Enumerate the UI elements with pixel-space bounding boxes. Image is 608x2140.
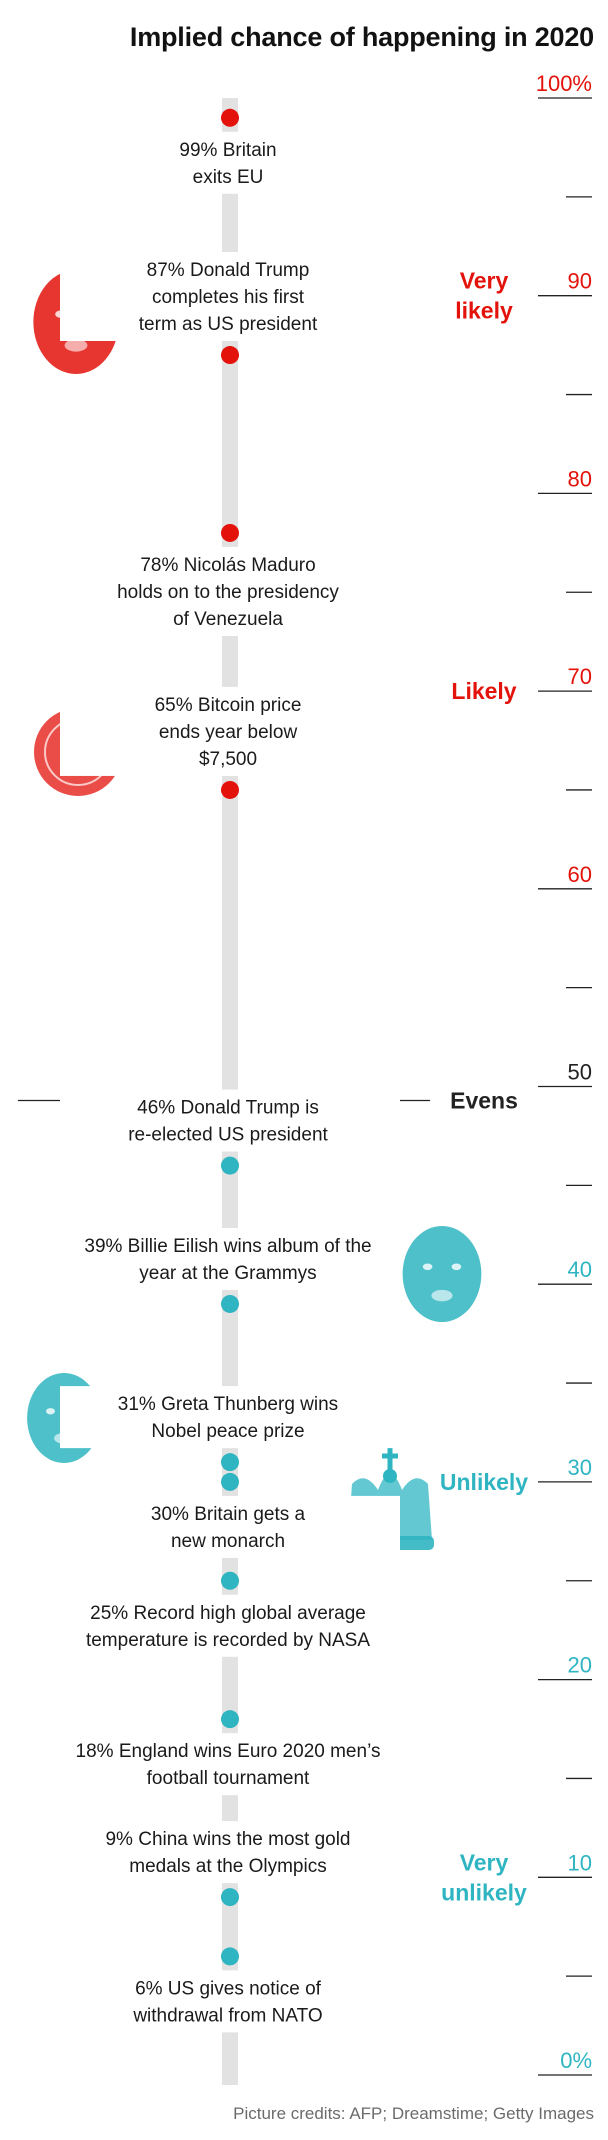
label-background (60, 1594, 400, 1657)
tick-label: 0% (560, 2048, 592, 2073)
event-label: 65% Bitcoin price (155, 695, 302, 716)
tick-label: 30 (568, 1455, 592, 1480)
tick-label: 40 (568, 1257, 592, 1282)
photo-eye (422, 1263, 433, 1271)
label-background (60, 131, 400, 194)
photo-mouth (64, 339, 88, 352)
band-labels-layer: Very likely Likely Evens Unlikely Very unlikel… (440, 268, 528, 1906)
event-label: $7,500 (199, 749, 257, 770)
label-background (60, 546, 400, 636)
event-label: 39% Billie Eilish wins album of the (84, 1236, 371, 1257)
tick-label: 10 (568, 1850, 592, 1875)
event-label: 25% Record high global average (90, 1603, 366, 1624)
label-background (60, 1227, 400, 1290)
event-label: ends year below (159, 722, 298, 743)
event-label: term as US president (139, 314, 318, 335)
crown-cross (382, 1448, 398, 1470)
label-background (60, 252, 400, 342)
event-dot (221, 523, 239, 542)
event-label: 30% Britain gets a (151, 1504, 306, 1525)
band-label: Very (460, 1849, 509, 1875)
band-label: Very (460, 268, 509, 294)
crown-orb (383, 1469, 397, 1483)
billie-eilish-photo (402, 1226, 482, 1322)
photo-mouth (431, 1289, 453, 1302)
event-dot (221, 1571, 239, 1590)
band-label: unlikely (441, 1879, 527, 1905)
label-background (60, 686, 400, 776)
event-dot (221, 1472, 239, 1491)
tick-label: 50 (568, 1060, 592, 1085)
event-dot (221, 1888, 239, 1907)
band-label: Unlikely (440, 1469, 528, 1495)
photo-layer (27, 270, 482, 1550)
label-background (60, 1495, 400, 1558)
event-label: temperature is recorded by NASA (86, 1630, 370, 1651)
tick-label: 60 (568, 862, 592, 887)
label-background (60, 1733, 400, 1796)
event-label: new monarch (171, 1531, 285, 1552)
event-dot (221, 1453, 239, 1472)
tick-label: 100% (536, 71, 592, 96)
event-label: of Venezuela (173, 609, 283, 630)
event-label: football tournament (147, 1768, 310, 1789)
band-label: Likely (451, 678, 516, 704)
event-label: re-elected US president (128, 1125, 328, 1146)
event-label: withdrawal from NATO (132, 2005, 322, 2026)
photo-shape (402, 1226, 482, 1322)
photo-eye (451, 1263, 462, 1271)
event-dot (221, 346, 239, 365)
event-dot (221, 1710, 239, 1729)
label-background (60, 1386, 400, 1449)
picture-credits: Picture credits: AFP; Dreamstime; Getty … (233, 2104, 594, 2123)
tick-label: 90 (568, 269, 592, 294)
event-label: 87% Donald Trump (147, 260, 310, 281)
label-background (60, 1089, 400, 1152)
event-label: year at the Grammys (139, 1263, 316, 1284)
event-dot (221, 108, 239, 127)
chart-title: Implied chance of happening in 2020 (129, 22, 594, 52)
event-dot (221, 780, 239, 799)
event-label: holds on to the presidency (117, 582, 339, 603)
event-label: Nobel peace prize (151, 1421, 304, 1442)
event-label: 31% Greta Thunberg wins (118, 1394, 338, 1415)
label-background (60, 1821, 400, 1884)
event-label: 78% Nicolás Maduro (140, 555, 315, 576)
event-label: medals at the Olympics (129, 1856, 326, 1877)
event-label: 9% China wins the most gold (105, 1829, 350, 1850)
event-dot (221, 1947, 239, 1966)
tick-label: 20 (568, 1653, 592, 1678)
event-label: completes his first (152, 287, 305, 308)
band-label: Evens (450, 1088, 518, 1114)
label-background (60, 1970, 400, 2033)
event-label: 18% England wins Euro 2020 men’s (76, 1741, 381, 1762)
tick-label: 80 (568, 466, 592, 491)
event-label: 99% Britain (179, 140, 276, 161)
event-dot (221, 1156, 239, 1175)
tick-label: 70 (568, 664, 592, 689)
event-label: exits EU (193, 167, 264, 188)
event-label: 6% US gives notice of (135, 1978, 322, 1999)
event-dot (221, 1294, 239, 1313)
events-layer: 99% Britain exits EU 87% Donald Trump compl… (60, 108, 400, 2033)
event-label: 46% Donald Trump is (137, 1098, 319, 1119)
band-label: likely (455, 298, 513, 324)
photo-eye (46, 1408, 55, 1415)
